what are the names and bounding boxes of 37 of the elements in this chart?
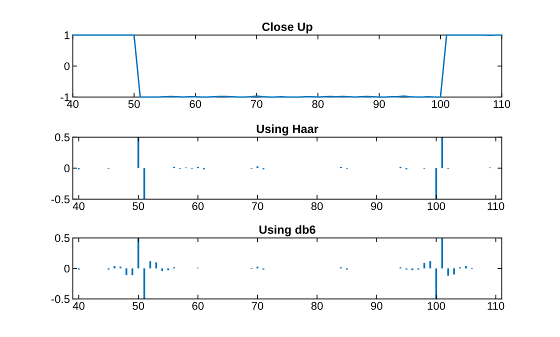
x-tick-label: 70 [252, 302, 264, 310]
x-tick-label: 70 [251, 100, 262, 108]
chart-title: Using db6 [259, 225, 316, 236]
x-tick-label: 90 [370, 302, 382, 310]
x-tick-label: 80 [312, 100, 324, 108]
x-tick-label: 50 [132, 202, 144, 210]
chart-title: Using Haar [256, 124, 318, 136]
chart-title: Close Up [262, 22, 312, 34]
y-tick-label: -0.5 [51, 295, 70, 304]
x-tick-label: 80 [311, 202, 323, 210]
x-tick-label: 110 [488, 302, 504, 310]
y-tick-label: 0 [64, 62, 70, 70]
y-tick-label: -1 [60, 93, 70, 102]
x-tick-label: 60 [192, 202, 204, 210]
x-tick-label: 40 [66, 100, 79, 108]
x-tick-label: 50 [132, 302, 144, 310]
x-tick-label: 40 [72, 202, 85, 210]
x-tick-label: 110 [488, 202, 504, 210]
line-series [72, 34, 502, 98]
x-tick-label: 60 [192, 302, 204, 310]
x-tick-label: 100 [432, 100, 450, 108]
y-tick-label: 0 [64, 164, 70, 172]
x-tick-label: 80 [311, 302, 323, 310]
x-tick-label: 70 [252, 202, 264, 210]
x-tick-label: 40 [72, 302, 85, 310]
x-tick-label: 110 [494, 100, 510, 108]
x-tick-label: 90 [370, 202, 382, 210]
x-tick-label: 100 [428, 202, 446, 210]
y-tick-label: 0 [64, 264, 70, 273]
y-tick-label: 0.5 [55, 234, 70, 242]
y-tick-label: 0.5 [55, 133, 70, 142]
x-tick-label: 90 [374, 100, 385, 108]
x-tick-label: 60 [190, 100, 202, 108]
x-tick-label: 50 [128, 100, 140, 108]
y-tick-label: 1 [64, 31, 70, 40]
x-tick-label: 100 [428, 302, 446, 310]
y-tick-label: -0.5 [51, 195, 70, 204]
